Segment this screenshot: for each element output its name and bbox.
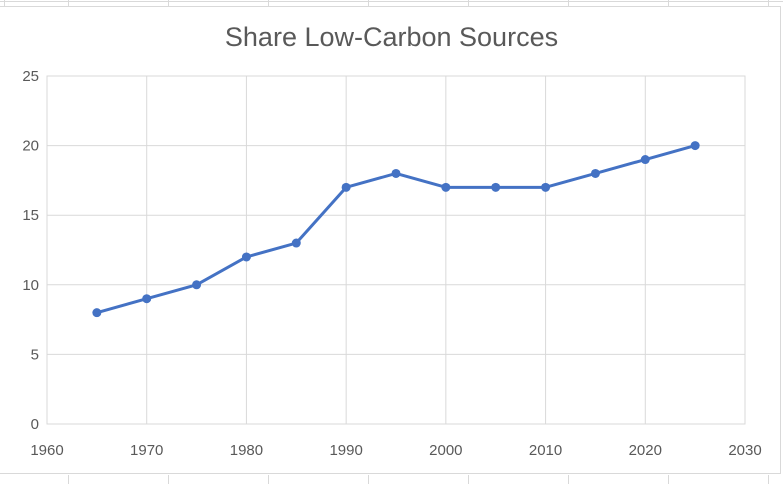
spreadsheet-gridline [368, 475, 369, 484]
y-axis-tick-label: 10 [22, 277, 39, 294]
x-axis-tick-label: 1960 [30, 442, 63, 459]
data-point-marker [640, 155, 650, 165]
data-point-marker [92, 308, 102, 318]
data-point-marker [541, 182, 551, 192]
spreadsheet-gridline [0, 1, 783, 2]
data-point-marker [441, 182, 451, 192]
data-point-marker [241, 252, 251, 262]
data-point-marker [341, 182, 351, 192]
x-axis-tick-label: 1980 [230, 442, 263, 459]
y-axis-tick-label: 20 [22, 138, 39, 155]
spreadsheet-gridline [168, 475, 169, 484]
spreadsheet-gridline [468, 475, 469, 484]
chart-title: Share Low-Carbon Sources [224, 22, 559, 52]
spreadsheet-gridline [468, 0, 469, 6]
spreadsheet-gridline [68, 0, 69, 6]
data-point-marker [192, 280, 202, 290]
spreadsheet-gridline [368, 0, 369, 6]
x-axis-tick-label: 2030 [728, 442, 761, 459]
y-axis-tick-label: 5 [31, 346, 39, 363]
spreadsheet-gridline [68, 475, 69, 484]
chart-object[interactable] [0, 6, 781, 474]
spreadsheet-gridline [268, 0, 269, 6]
x-axis-tick-label: 2010 [529, 442, 562, 459]
spreadsheet-gridline [268, 475, 269, 484]
spreadsheet-gridline [768, 0, 769, 6]
data-point-marker [391, 168, 401, 178]
spreadsheet-gridline [668, 0, 669, 6]
data-point-marker [491, 182, 501, 192]
spreadsheet-gridline [4, 0, 5, 6]
y-axis-tick-label: 15 [22, 207, 39, 224]
data-point-marker [291, 238, 301, 248]
plot-area-border [46, 75, 746, 425]
spreadsheet-gridline [568, 475, 569, 484]
x-axis-tick-label: 1990 [329, 442, 362, 459]
x-axis-tick-label: 2020 [629, 442, 662, 459]
y-axis-tick-label: 0 [31, 416, 39, 433]
x-axis-tick-label: 2000 [429, 442, 462, 459]
spreadsheet-gridline [768, 475, 769, 484]
spreadsheet-gridline [168, 0, 169, 6]
y-axis-tick-label: 25 [22, 68, 39, 85]
spreadsheet-gridline [568, 0, 569, 6]
data-point-marker [142, 294, 152, 304]
x-axis-tick-label: 1970 [130, 442, 163, 459]
spreadsheet-gridline [668, 475, 669, 484]
data-point-marker [590, 168, 600, 178]
data-point-marker [690, 141, 700, 151]
